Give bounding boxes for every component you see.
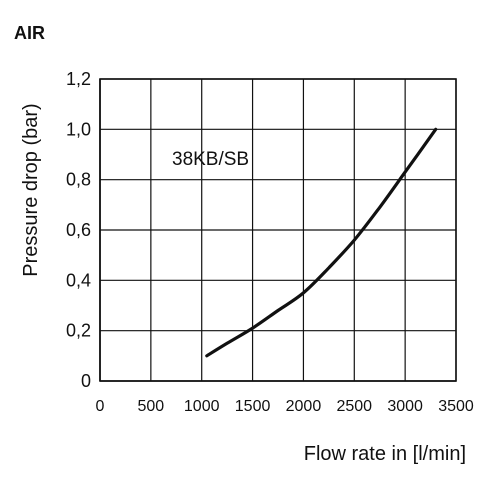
- y-tick-label: 1,0: [66, 119, 91, 139]
- tick-labels: 0 500 1000 1500 2000 2500 3000 3500 0 0,2 0,4 0,6 0,…: [66, 69, 474, 415]
- grid: [99, 78, 457, 382]
- chart-header: AIR: [14, 23, 45, 43]
- y-tick-label: 0,2: [66, 321, 91, 341]
- x-tick-label: 1500: [235, 398, 271, 415]
- series-layer: [205, 127, 438, 358]
- x-tick-label: 2000: [286, 398, 322, 415]
- x-tick-label: 0: [96, 398, 105, 415]
- x-tick-label: 2500: [336, 398, 372, 415]
- x-axis-label: Flow rate in [l/min]: [304, 443, 466, 465]
- x-tick-label: 1000: [184, 398, 220, 415]
- y-tick-label: 0,8: [66, 170, 91, 190]
- x-tick-label: 3500: [438, 398, 474, 415]
- series-line: [205, 127, 438, 358]
- x-tick-label: 500: [138, 398, 165, 415]
- y-tick-label: 0,4: [66, 270, 91, 290]
- y-axis-label: Pressure drop (bar): [20, 103, 42, 276]
- plot-frame: [99, 78, 457, 382]
- y-tick-label: 0: [81, 371, 91, 391]
- y-tick-label: 1,2: [66, 69, 91, 89]
- series-label: 38KB/SB: [172, 149, 249, 170]
- y-tick-label: 0,6: [66, 220, 91, 240]
- x-tick-label: 3000: [387, 398, 423, 415]
